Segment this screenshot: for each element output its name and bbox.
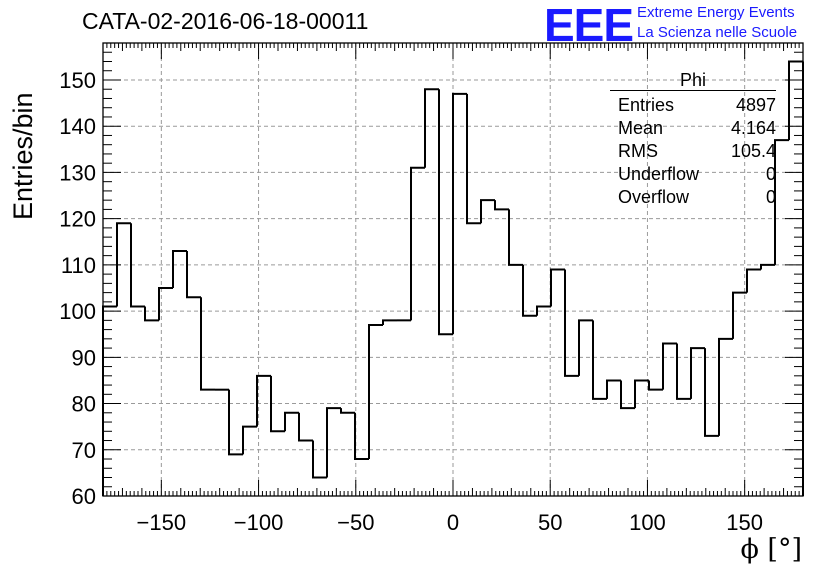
histogram-bin — [508, 209, 523, 266]
histogram-bin — [662, 342, 677, 390]
x-tick-label: 100 — [629, 510, 666, 535]
y-tick-label: 140 — [59, 114, 96, 139]
histogram-bins — [102, 60, 804, 496]
tick-labels: −150 −100 −50 0 50 100 150 60 70 80 90 100 110 120 130… — [59, 68, 763, 535]
histogram-bin — [648, 380, 663, 391]
stats-label: Mean — [618, 118, 664, 138]
y-tick-label: 60 — [72, 484, 96, 509]
histogram-bin — [298, 412, 313, 442]
logo-caption-line1: Extreme Energy Events — [637, 4, 795, 21]
histogram-bin — [130, 223, 145, 308]
histogram-bin — [704, 348, 719, 437]
stats-value: 0 — [765, 164, 776, 184]
y-axis-title: Entries/bin — [8, 92, 38, 220]
histogram-bin — [172, 250, 187, 288]
stats-label: Underflow — [618, 164, 700, 184]
stats-value: 105.4 — [730, 141, 776, 161]
run-title: CATA-02-2016-06-18-00011 — [82, 8, 369, 34]
x-axis-title: ϕ [°] — [740, 534, 802, 565]
histogram-bin — [340, 408, 355, 414]
histogram-bin — [158, 286, 173, 321]
y-tick-label: 130 — [59, 160, 96, 185]
histogram-bin — [200, 297, 215, 391]
histogram-bin — [788, 60, 803, 141]
stats-label: RMS — [618, 141, 658, 161]
histogram-bin — [466, 93, 481, 225]
x-tick-label: 0 — [447, 510, 459, 535]
histogram-bin — [368, 323, 383, 460]
y-tick-label: 110 — [61, 253, 96, 278]
stats-box: Phi Entries 4897 Mean 4.164 RMS 105.4 Un… — [610, 70, 776, 209]
histogram-bin — [592, 320, 607, 400]
histogram-bin — [424, 88, 439, 168]
histogram-bin — [354, 412, 369, 461]
stats-title: Phi — [610, 70, 776, 91]
histogram-bin — [452, 92, 467, 335]
y-tick-label: 70 — [72, 438, 96, 463]
histogram-bin — [578, 319, 593, 376]
y-tick-label: 100 — [59, 299, 96, 324]
histogram-bin — [438, 89, 453, 336]
histogram-bin — [746, 268, 761, 293]
y-tick-label: 150 — [59, 68, 96, 93]
histogram-bin — [186, 251, 201, 299]
histogram-bin — [536, 305, 551, 316]
stats-row-overflow: Overflow 0 — [610, 186, 776, 209]
histogram-bin — [522, 264, 537, 317]
histogram-bin — [718, 337, 733, 436]
x-tick-label: −150 — [137, 510, 187, 535]
x-tick-label: 50 — [538, 510, 562, 535]
histogram-bin — [256, 374, 271, 427]
histogram-bin — [564, 269, 579, 377]
y-tick-label: 90 — [72, 345, 96, 370]
stats-row-entries: Entries 4897 — [610, 94, 776, 117]
stats-value: 0 — [765, 187, 776, 207]
histogram-bin — [774, 139, 789, 265]
stats-row-underflow: Underflow 0 — [610, 163, 776, 186]
y-tick-label: 120 — [59, 207, 96, 232]
stats-label: Overflow — [618, 187, 690, 207]
histogram-bin — [326, 407, 341, 478]
histogram-bin — [228, 389, 243, 456]
histogram-bin — [634, 379, 649, 409]
histogram-bin — [410, 166, 425, 321]
histogram-bin — [732, 291, 747, 339]
histogram-bin — [494, 200, 509, 211]
histogram-bin — [116, 222, 131, 307]
histogram-bin — [242, 425, 257, 455]
y-tick-label: 80 — [72, 392, 96, 417]
axis-ticks — [102, 42, 804, 497]
stats-row-mean: Mean 4.164 — [610, 117, 776, 140]
histogram-bin — [382, 319, 397, 325]
histogram-bin — [480, 199, 495, 224]
logo-caption-line2: La Scienza nelle Scuole — [637, 24, 798, 41]
histogram-bin — [550, 268, 565, 307]
histogram-bin — [270, 375, 285, 433]
stats-value: 4.164 — [730, 118, 776, 138]
stats-row-rms: RMS 105.4 — [610, 140, 776, 163]
x-tick-label: −50 — [337, 510, 374, 535]
histogram-bin — [760, 263, 775, 270]
x-tick-label: −100 — [234, 510, 284, 535]
histogram-bin — [144, 306, 159, 322]
histogram-bin — [606, 379, 621, 399]
stats-value: 4897 — [735, 95, 776, 115]
x-tick-label: 150 — [726, 510, 763, 535]
stats-label: Entries — [618, 95, 675, 115]
eee-logo: EEE — [544, 0, 634, 51]
histogram-bin — [620, 380, 635, 410]
histogram-bin — [284, 411, 299, 432]
histogram-bin — [102, 305, 117, 496]
histogram-bin — [690, 347, 705, 399]
histogram-bin — [312, 440, 327, 479]
histogram-bin — [676, 343, 691, 400]
